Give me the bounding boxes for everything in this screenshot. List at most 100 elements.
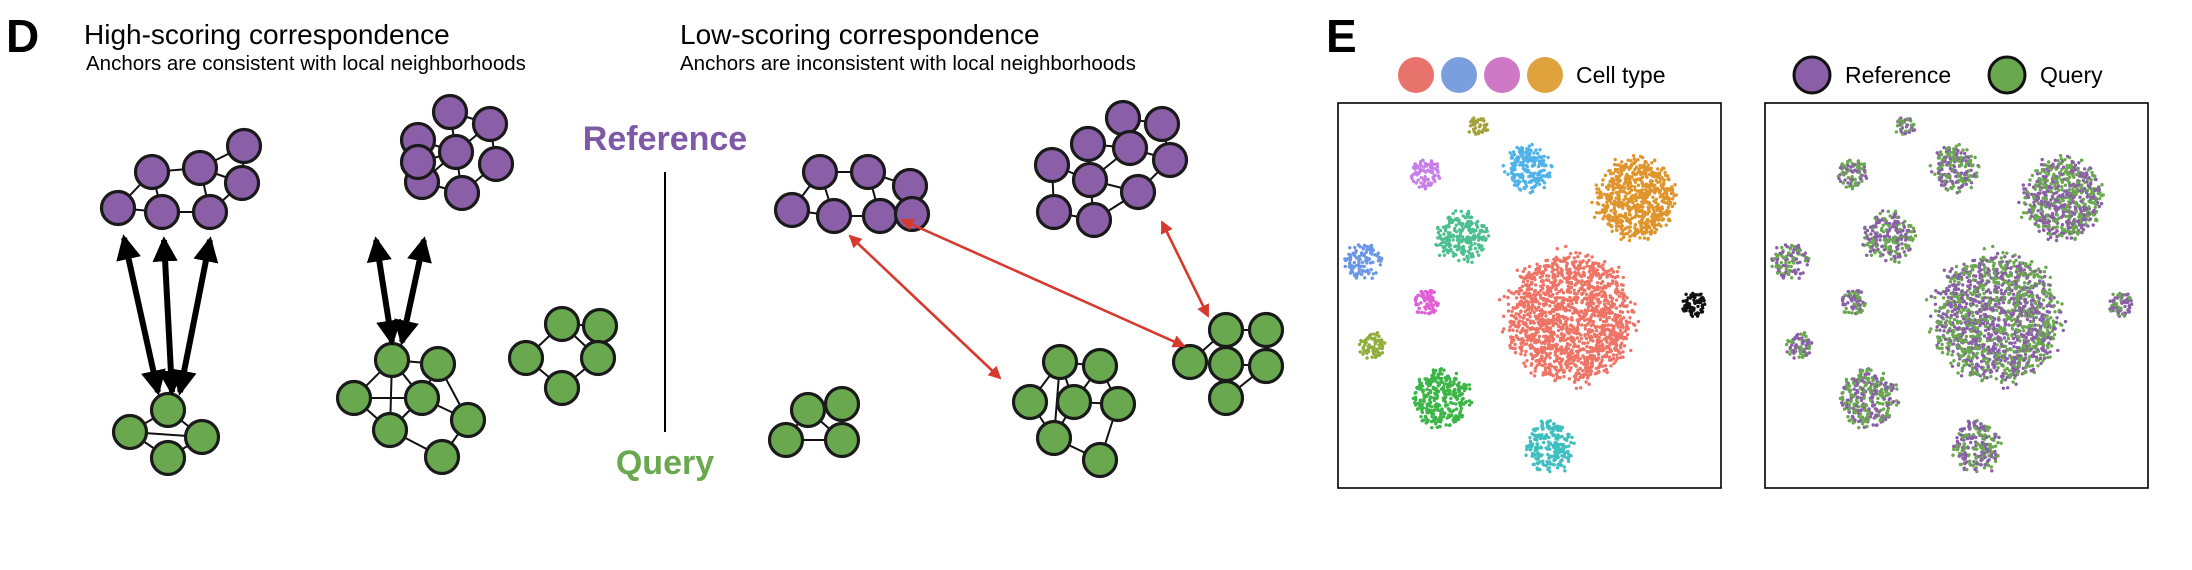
cell-point (1618, 328, 1623, 332)
cell-point (1583, 366, 1588, 370)
cell-point (1529, 296, 1533, 300)
cell-point (1555, 375, 1560, 379)
cell-point (2036, 364, 2040, 368)
cell-point (1435, 396, 1439, 400)
cell-point (1516, 337, 1521, 341)
cell-point (1438, 235, 1442, 239)
cell-point (2017, 349, 2021, 354)
reference-cluster-d-node (1151, 141, 1189, 179)
reference-cluster-a (99, 127, 263, 231)
cell-point (1576, 271, 1580, 275)
cell-point (1486, 234, 1491, 238)
cell-point (1438, 253, 1442, 257)
cell-point (1592, 311, 1596, 315)
cell-point (2003, 359, 2007, 363)
cell-point (1526, 312, 1530, 317)
cell-point (1692, 306, 1696, 310)
cell-point (1586, 341, 1590, 345)
cell-point (1588, 296, 1592, 300)
cell-point (1971, 278, 1976, 282)
cell-point (1615, 270, 1620, 274)
cell-point (1606, 283, 1610, 288)
cell-point (1981, 287, 1985, 291)
cell-point (1627, 238, 1632, 243)
cell-point (1959, 374, 1964, 378)
dataset-embedding-frame (1764, 102, 2149, 489)
cell-point (1434, 243, 1438, 247)
reference-cluster-d-node (1035, 193, 1073, 231)
cell-point (1617, 197, 1622, 201)
cell-point (1933, 302, 1938, 306)
panel-e: E Cell type Reference Query (1326, 10, 2149, 489)
query-cluster-c-node (543, 369, 581, 407)
cell-point (1362, 339, 1367, 343)
cell-point (1376, 259, 1381, 263)
cell-point (1542, 185, 1547, 190)
cell-point (1532, 346, 1536, 351)
cell-point (1539, 446, 1544, 450)
cell-point (1609, 209, 1613, 213)
cell-point (1519, 295, 1524, 299)
cell-point (1425, 387, 1429, 391)
cell-point (1605, 275, 1609, 279)
reference-cluster-d-node (1119, 173, 1157, 211)
cell-point (1656, 167, 1660, 171)
cell-point (1656, 175, 1660, 179)
cell-point (2007, 323, 2011, 327)
cell-point (1609, 337, 1614, 341)
cell-point (1467, 383, 1472, 387)
cell-point (1436, 174, 1441, 178)
cell-point (1525, 338, 1530, 342)
cell-point (1476, 131, 1481, 135)
cell-point (1366, 271, 1371, 276)
cell-point (2052, 296, 2056, 300)
cell-point (1541, 178, 1545, 183)
cell-point (1618, 178, 1622, 183)
dataset-labels: Reference Query (583, 120, 747, 482)
cell-point (1566, 449, 1570, 454)
cell-point (1419, 289, 1424, 294)
cell-point (1618, 202, 1623, 207)
cell-point (1524, 342, 1529, 346)
cell-point (1351, 251, 1355, 255)
cell-point (1521, 167, 1526, 171)
cell-point (1576, 279, 1581, 283)
cell-point (1423, 299, 1427, 303)
cell-point (1547, 341, 1551, 346)
cell-point (1620, 288, 1625, 292)
cell-point (1960, 366, 1965, 370)
cell-point (1581, 270, 1586, 275)
cell-point (1540, 355, 1544, 360)
cell-point (1534, 435, 1539, 440)
cell-point (1454, 209, 1458, 213)
cell-point (1532, 162, 1537, 167)
cell-point (2053, 310, 2057, 314)
cell-point (1537, 313, 1542, 317)
cell-point (1572, 291, 1577, 296)
cell-point (1632, 204, 1637, 208)
cell-point (1512, 152, 1517, 157)
cell-point (1525, 170, 1530, 174)
cell-point (1624, 179, 1628, 184)
celltype-cluster-5 (1409, 158, 1442, 191)
cell-point (1591, 296, 1596, 300)
cell-point (1419, 301, 1423, 305)
cell-point (1509, 336, 1514, 340)
cell-point (1553, 304, 1557, 308)
cell-point (1556, 306, 1560, 311)
cell-point (1611, 218, 1616, 223)
dataset-legend-reference: Reference (1845, 62, 1951, 88)
cell-point (1652, 186, 1656, 190)
cell-point (1972, 371, 1976, 375)
cell-point (1433, 378, 1437, 383)
cell-point (1623, 194, 1628, 199)
cell-point (1519, 161, 1524, 165)
cell-point (1469, 400, 1474, 405)
cell-point (1600, 208, 1605, 212)
cell-point (1528, 436, 1532, 440)
cell-point (1573, 266, 1578, 270)
cell-point (2012, 344, 2016, 349)
reference-cluster-d-node (1143, 105, 1181, 143)
query-cluster-f-node (1171, 343, 1209, 381)
cell-point (1614, 196, 1619, 200)
